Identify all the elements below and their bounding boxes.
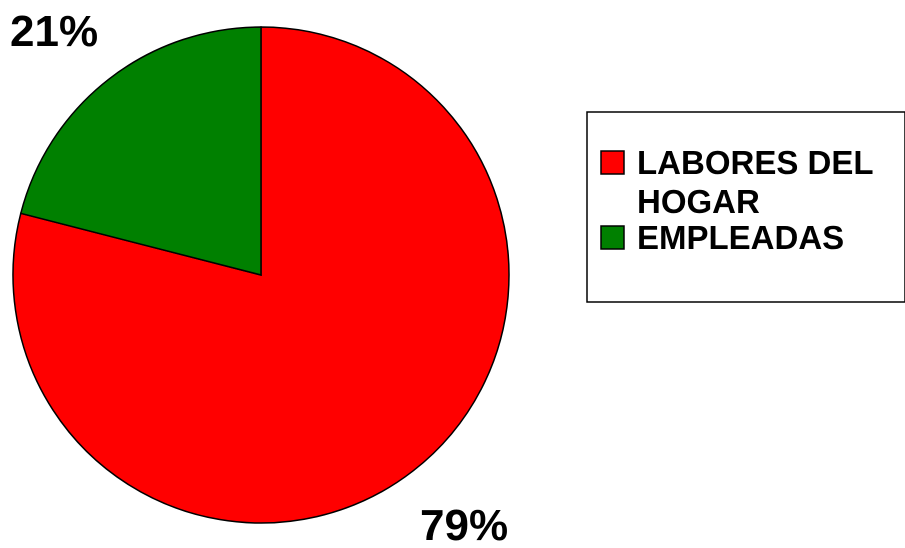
data-label-empleadas: 21% [10,7,98,56]
data-label-labores-del-hogar: 79% [420,501,508,548]
pie-slices [12,26,510,524]
legend-label-labores-del-hogar-line1: LABORES DEL [637,144,874,181]
pie-slice-labores-del-hogar [12,26,510,524]
legend-frame [586,111,905,303]
legend: LABORES DEL HOGAR EMPLEADAS [586,111,905,303]
pie-slice-empleadas [19,26,262,276]
legend-label-labores-del-hogar-line2: HOGAR [637,183,760,220]
legend-swatch-labores-del-hogar [600,150,625,175]
legend-label-empleadas: EMPLEADAS [637,219,844,256]
legend-swatch-empleadas [600,225,625,250]
